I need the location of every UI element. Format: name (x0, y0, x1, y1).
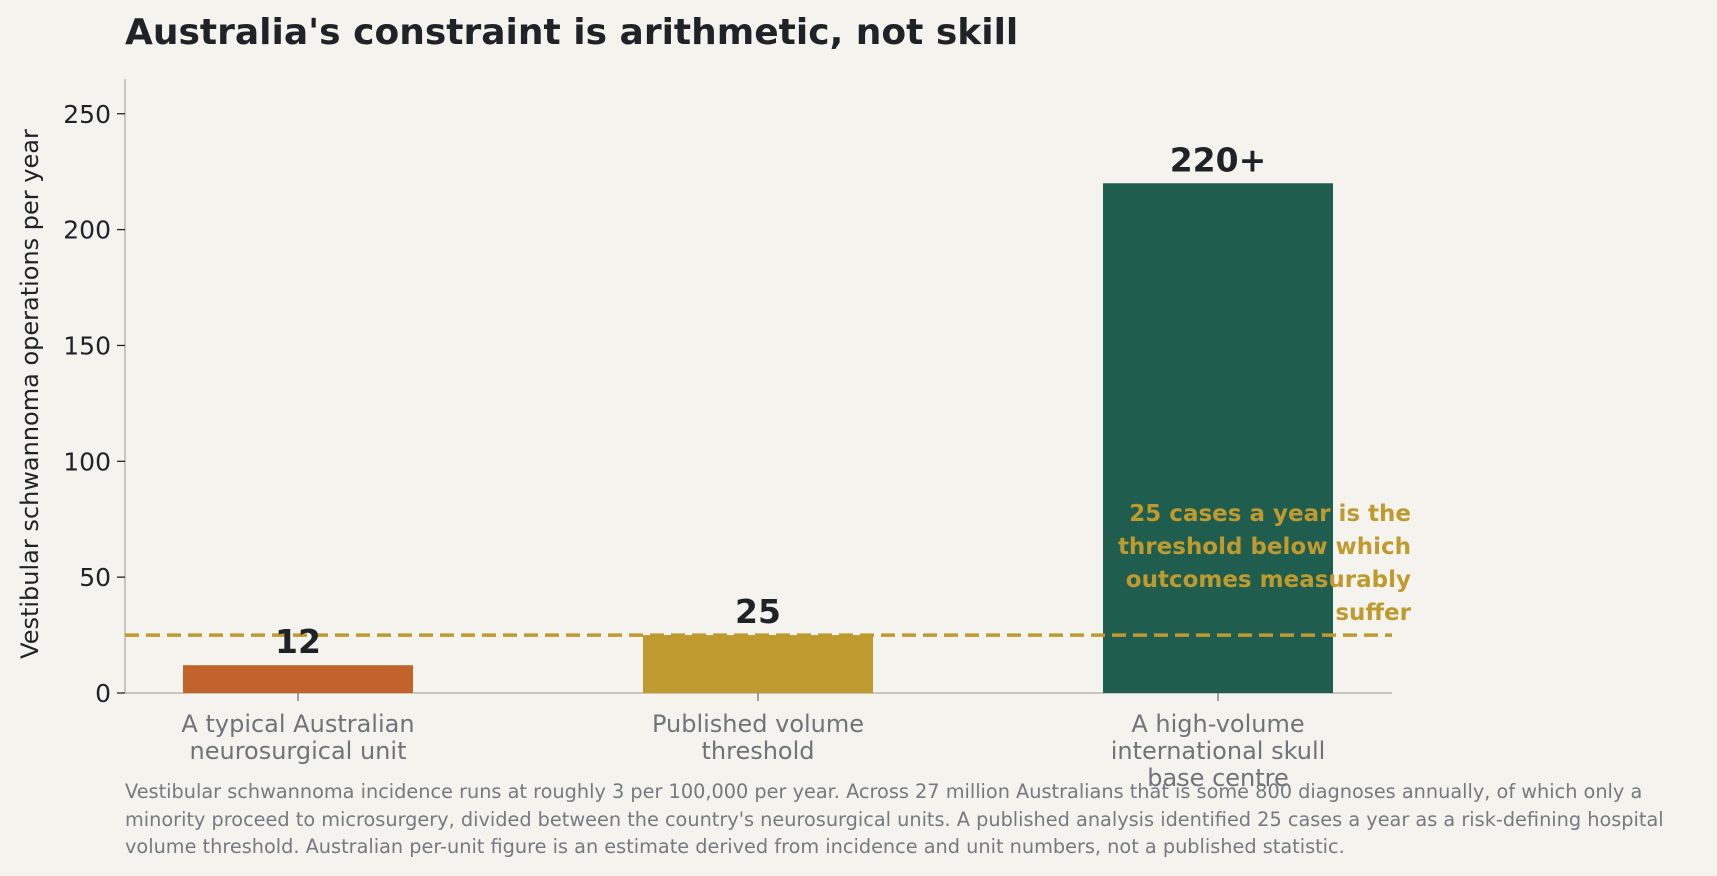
chart-title: Australia's constraint is arithmetic, no… (125, 12, 1019, 53)
x-tick-label: Published volume threshold (652, 710, 864, 765)
y-tick-label: 100 (63, 447, 111, 476)
data-label: 220+ (1170, 140, 1267, 179)
plot-area: 0 50 100 150 200 250 Vestibular schwannoma ope… (16, 79, 1412, 792)
data-label: 25 (735, 592, 781, 631)
y-tick-label: 0 (95, 679, 111, 708)
bar (643, 635, 873, 693)
y-tick-label: 150 (63, 331, 111, 360)
bar (183, 665, 413, 693)
x-tick-label: A high-volume international skull base cen… (1111, 710, 1326, 792)
data-label: 12 (275, 622, 321, 661)
x-tick-label: A typical Australian neurosurgical unit (181, 710, 414, 765)
bar (1103, 183, 1333, 693)
y-tick-label: 50 (79, 563, 111, 592)
y-tick-label: 250 (63, 100, 111, 129)
threshold-annotation: 25 cases a year is the threshold below wh… (1118, 501, 1412, 626)
chart-footnote: Vestibular schwannoma incidence runs at … (125, 780, 1664, 858)
y-axis-label: Vestibular schwannoma operations per yea… (16, 129, 44, 659)
y-tick-label: 200 (63, 216, 111, 245)
